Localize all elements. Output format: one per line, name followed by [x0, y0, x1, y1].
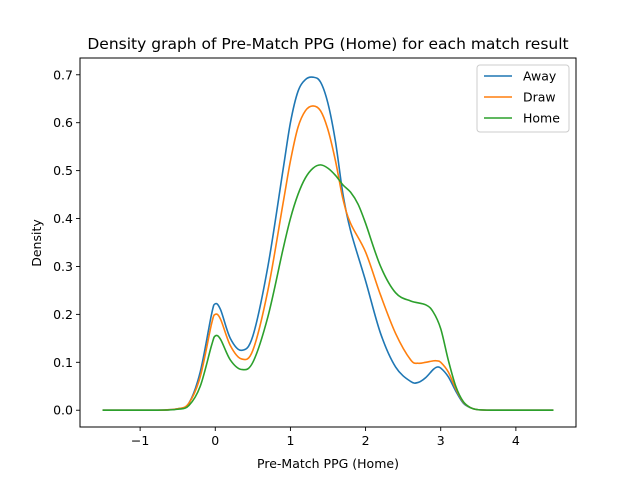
x-tick-label: −1 [131, 433, 149, 448]
y-tick-label: 0.1 [53, 355, 73, 370]
x-axis-ticks: −1 0 1 2 3 4 [131, 427, 520, 448]
y-axis-ticks: 0.0 0.1 0.2 0.3 0.4 0.5 0.6 0.7 [53, 67, 80, 418]
x-tick-label: 2 [362, 433, 370, 448]
legend-label-home: Home [523, 111, 560, 126]
series-line-home [102, 164, 554, 412]
y-tick-label: 0.6 [53, 115, 73, 130]
series-line-draw [102, 105, 554, 412]
legend-label-away: Away [523, 69, 557, 84]
y-tick-label: 0.7 [53, 67, 73, 82]
x-tick-label: 1 [286, 433, 294, 448]
chart-title: Density graph of Pre-Match PPG (Home) fo… [87, 35, 568, 53]
x-tick-label: 0 [211, 433, 219, 448]
y-tick-label: 0.4 [53, 211, 73, 226]
y-axis-label: Density [29, 219, 44, 267]
legend: Away Draw Home [476, 64, 570, 133]
x-axis-label: Pre-Match PPG (Home) [257, 456, 399, 471]
y-tick-label: 0.3 [53, 259, 73, 274]
series-line-away [102, 76, 554, 412]
x-tick-label: 3 [437, 433, 445, 448]
x-tick-label: 4 [512, 433, 520, 448]
legend-box [476, 64, 570, 133]
y-tick-label: 0.2 [53, 307, 73, 322]
series-layer [102, 76, 554, 412]
y-tick-label: 0.5 [53, 163, 73, 178]
axes-frame [79, 57, 577, 428]
legend-label-draw: Draw [523, 90, 556, 105]
plot-area [79, 57, 577, 428]
y-tick-label: 0.0 [53, 403, 73, 418]
